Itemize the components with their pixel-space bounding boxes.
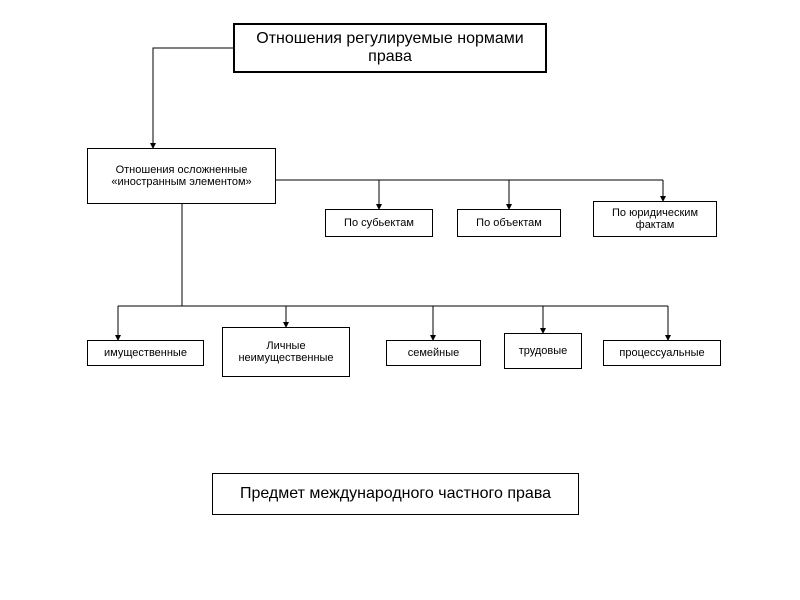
node-subject-pil: Предмет международного частного права (212, 473, 579, 515)
node-procedural-label: процессуальные (619, 347, 704, 359)
node-family: семейные (386, 340, 481, 366)
node-objects: По объектам (457, 209, 561, 237)
node-procedural: процессуальные (603, 340, 721, 366)
node-personal: Личные неимущественные (222, 327, 350, 377)
node-property: имущественные (87, 340, 204, 366)
node-property-label: имущественные (104, 347, 187, 359)
node-foreign-label: Отношения осложненные «иностранным элеме… (92, 164, 271, 188)
node-personal-label: Личные неимущественные (227, 340, 345, 364)
node-facts-label: По юридическим фактам (598, 207, 712, 231)
node-root: Отношения регулируемые нормами права (233, 23, 547, 73)
node-subjects-label: По субьектам (344, 217, 414, 229)
node-objects-label: По объектам (476, 217, 542, 229)
node-root-label: Отношения регулируемые нормами права (239, 30, 541, 66)
node-foreign: Отношения осложненные «иностранным элеме… (87, 148, 276, 204)
node-labor: трудовые (504, 333, 582, 369)
node-labor-label: трудовые (519, 345, 568, 357)
node-subject-pil-label: Предмет международного частного права (240, 485, 551, 503)
node-family-label: семейные (408, 347, 460, 359)
node-facts: По юридическим фактам (593, 201, 717, 237)
node-subjects: По субьектам (325, 209, 433, 237)
